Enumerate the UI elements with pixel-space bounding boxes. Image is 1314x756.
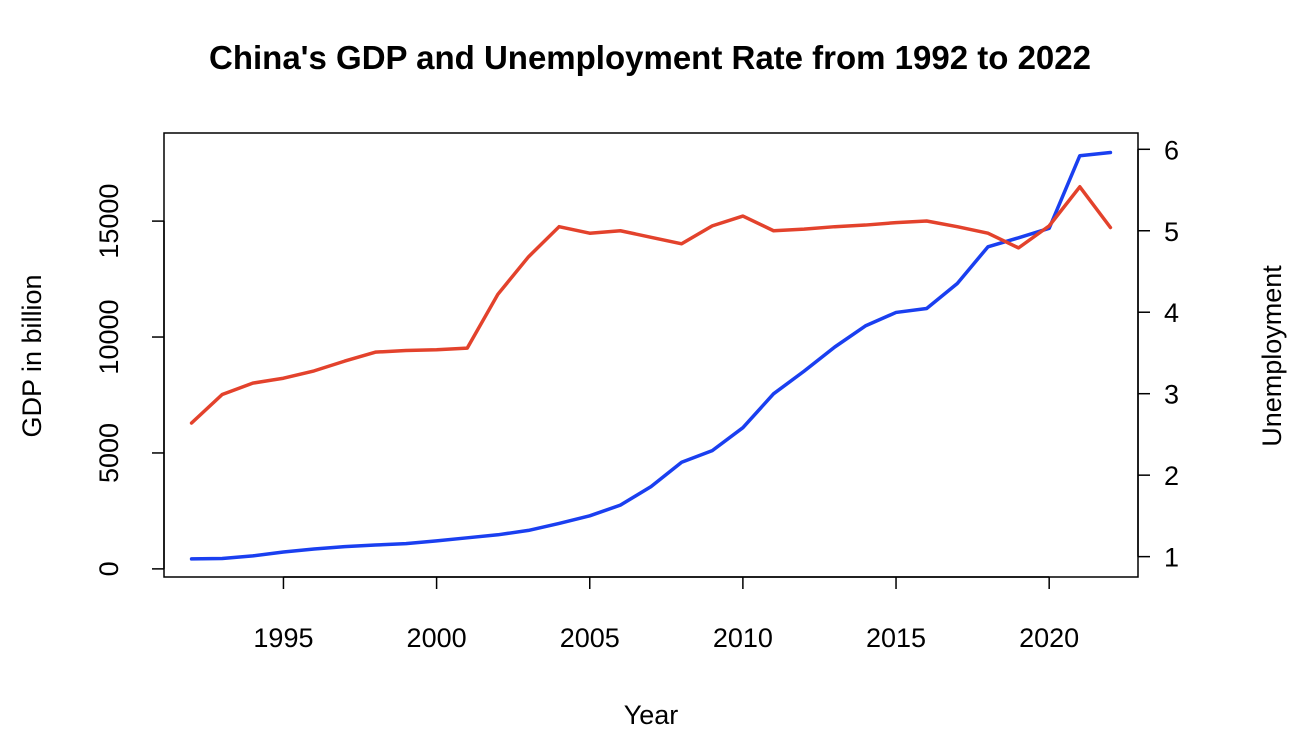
x-tick-label: 1995: [253, 623, 313, 653]
x-tick-label: 2020: [1019, 623, 1079, 653]
y-right-tick-label: 3: [1164, 380, 1179, 410]
y-axis-left: 0 5000 10000 15000: [94, 184, 165, 576]
y-right-tick-label: 1: [1164, 543, 1179, 573]
series-layer: [189, 150, 1113, 561]
y-left-tick-label: 15000: [94, 184, 124, 259]
chart-title: China's GDP and Unemployment Rate from 1…: [209, 39, 1091, 76]
y-left-tick-label: 5000: [94, 423, 124, 483]
y-axis-right: 1 2 3 4 5 6: [1137, 135, 1179, 573]
gdp-line: [189, 150, 1113, 561]
plot-frame: [163, 132, 1139, 578]
y-right-tick-label: 2: [1164, 461, 1179, 491]
y-left-tick-label: 10000: [94, 299, 124, 374]
y-axis-left-title: GDP in billion: [17, 274, 47, 437]
y-right-tick-label: 5: [1164, 217, 1179, 247]
y-axis-right-title: Unemployment: [1257, 265, 1287, 447]
x-tick-label: 2005: [560, 623, 620, 653]
x-axis: 1995 2000 2005 2010 2015 2020: [253, 576, 1079, 653]
unemployment-line: [189, 185, 1113, 425]
x-tick-label: 2010: [713, 623, 773, 653]
y-left-tick-label: 0: [94, 561, 124, 576]
x-tick-label: 2015: [866, 623, 926, 653]
x-tick-label: 2000: [407, 623, 467, 653]
x-axis-title: Year: [624, 700, 679, 730]
y-right-tick-label: 4: [1164, 298, 1179, 328]
y-right-tick-label: 6: [1164, 135, 1179, 165]
